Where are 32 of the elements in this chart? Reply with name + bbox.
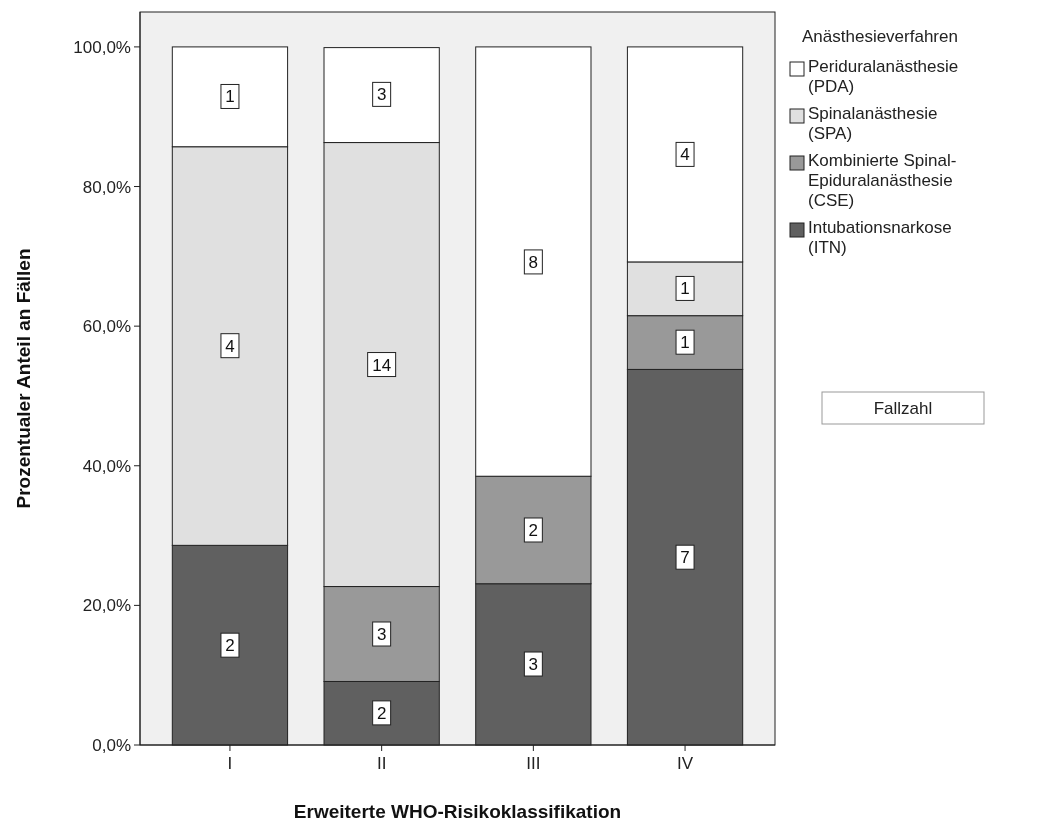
legend-label: Kombinierte Spinal-Epiduralanästhesie (CSE) <box>808 151 957 210</box>
x-tick-label: I <box>227 754 233 773</box>
legend-title: Anästhesieverfahren <box>802 27 958 46</box>
x-tick-label: III <box>526 754 541 773</box>
annotation: 1 <box>680 279 690 299</box>
annotation: 2 <box>528 520 539 540</box>
annotation: 2 <box>376 703 387 723</box>
annotation: 8 <box>528 252 539 272</box>
annotation: 4 <box>680 145 690 165</box>
x-axis-title: Erweiterte WHO-Risikoklassifikation <box>293 801 622 822</box>
legend-label: Periduralanästhesie (PDA) <box>808 57 959 96</box>
x-tick-label: II <box>376 754 387 773</box>
text: Fallzahl <box>873 399 933 418</box>
y-tick-label: 100,0% <box>73 37 131 57</box>
annotation: 3 <box>376 85 387 105</box>
y-axis-title: Prozentualer Anteil an Fällen <box>13 248 34 509</box>
y-tick-label: 60,0% <box>82 317 131 337</box>
annotation: 3 <box>528 655 539 675</box>
annotation: 2 <box>225 636 235 656</box>
x-tick-label: IV <box>677 754 694 773</box>
y-tick-label: 40,0% <box>82 456 131 476</box>
legend-label: Intubationsnarkose (ITN) <box>808 218 952 257</box>
annotation: 3 <box>376 625 387 644</box>
y-tick-label: 0,0% <box>92 736 131 755</box>
y-tick-label: 80,0% <box>82 177 131 197</box>
y-tick-label: 20,0% <box>82 596 131 616</box>
annotation: 14 <box>372 355 392 375</box>
annotation: 1 <box>680 333 690 353</box>
legend-label: Spinalanästhesie (SPA) <box>808 104 938 143</box>
annotation: 1 <box>225 87 235 107</box>
annotation: 4 <box>225 336 235 356</box>
annotation: 7 <box>680 548 690 568</box>
